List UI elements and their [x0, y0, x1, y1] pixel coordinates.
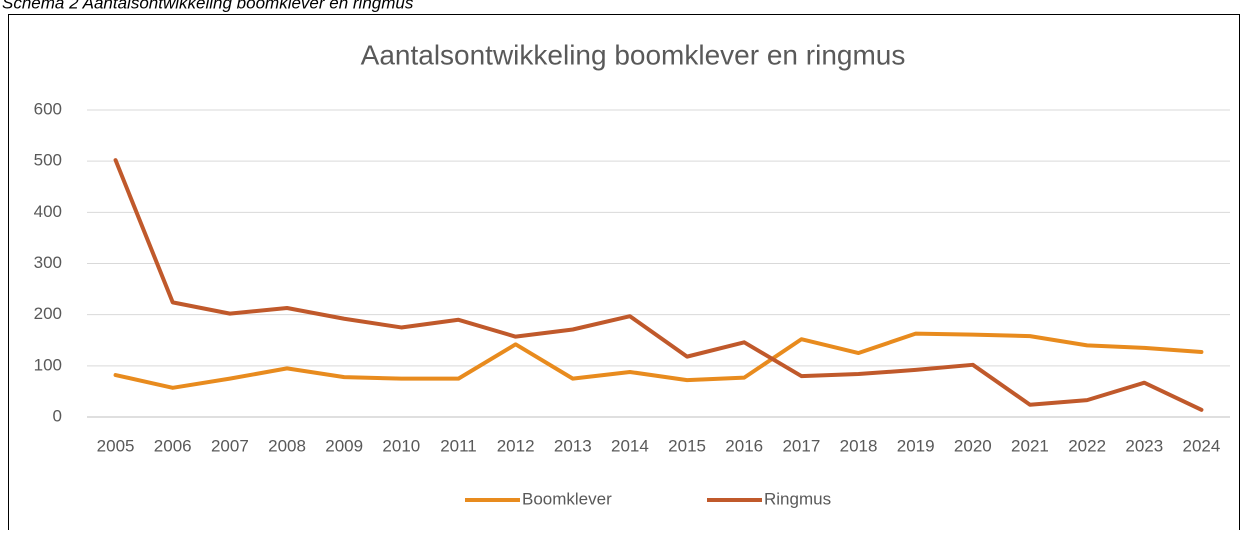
x-tick-label: 2018 — [840, 436, 878, 455]
caption: Schema 2 Aantalsontwikkeling boomklever … — [2, 0, 414, 12]
x-tick-label: 2006 — [154, 436, 192, 455]
x-tick-label: 2017 — [782, 436, 820, 455]
series-line — [113, 158, 1204, 412]
y-tick-label: 200 — [34, 304, 62, 323]
y-tick-label: 0 — [53, 406, 62, 425]
series-line — [113, 331, 1204, 390]
x-tick-label: 2005 — [97, 436, 135, 455]
y-tick-label: 500 — [34, 151, 62, 170]
x-tick-label: 2009 — [325, 436, 363, 455]
x-tick-label: 2015 — [668, 436, 706, 455]
x-tick-label: 2023 — [1125, 436, 1163, 455]
x-tick-label: 2021 — [1011, 436, 1049, 455]
x-tick-label: 2020 — [954, 436, 992, 455]
y-tick-label: 400 — [34, 202, 62, 221]
x-tick-label: 2016 — [725, 436, 763, 455]
x-tick-label: 2022 — [1068, 436, 1106, 455]
x-tick-label: 2013 — [554, 436, 592, 455]
y-tick-label: 300 — [34, 253, 62, 272]
x-tick-label: 2010 — [382, 436, 420, 455]
x-tick-label: 2019 — [897, 436, 935, 455]
x-tick-label: 2011 — [440, 436, 477, 455]
chart-title: Aantalsontwikkeling boomklever en ringmu… — [361, 39, 906, 70]
legend-label: Ringmus — [764, 489, 831, 508]
legend-label: Boomklever — [522, 489, 612, 508]
y-tick-label: 100 — [34, 355, 62, 374]
x-tick-label: 2008 — [268, 436, 306, 455]
x-tick-label: 2012 — [497, 436, 535, 455]
x-tick-label: 2007 — [211, 436, 249, 455]
y-tick-label: 600 — [34, 99, 62, 118]
x-tick-label: 2014 — [611, 436, 649, 455]
x-tick-label: 2024 — [1183, 436, 1221, 455]
